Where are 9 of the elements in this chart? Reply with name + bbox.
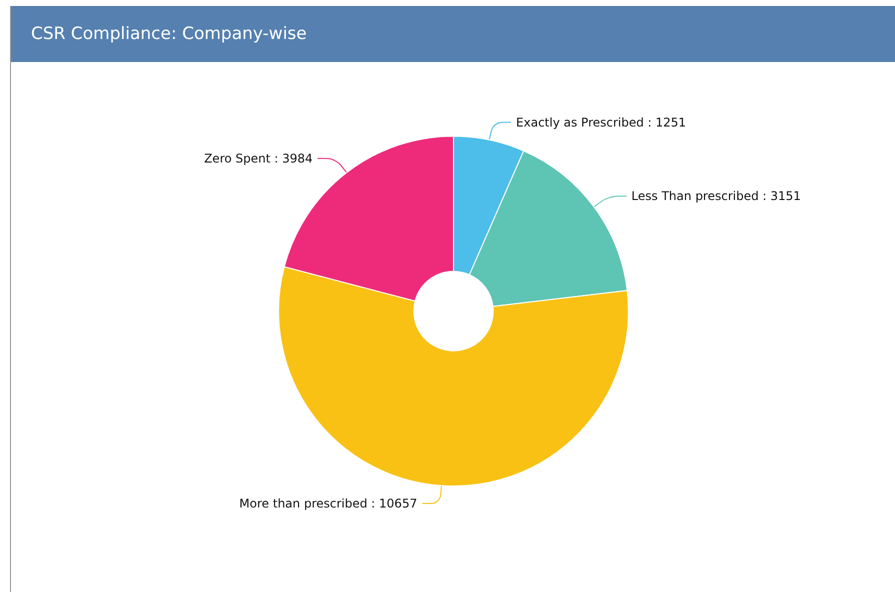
slice-label: Exactly as Prescribed [516, 115, 644, 130]
chart-title: CSR Compliance: Company-wise [11, 6, 895, 62]
data-label: : 3984 [274, 151, 313, 166]
data-label: : 10657 [371, 496, 418, 511]
data-label: : 3151 [762, 189, 801, 204]
slice-label: More than prescribed [239, 496, 368, 511]
data-label: : 1251 [648, 115, 686, 130]
slice-label: Less Than prescribed [631, 189, 759, 204]
slice-label: Zero Spent [204, 151, 271, 166]
